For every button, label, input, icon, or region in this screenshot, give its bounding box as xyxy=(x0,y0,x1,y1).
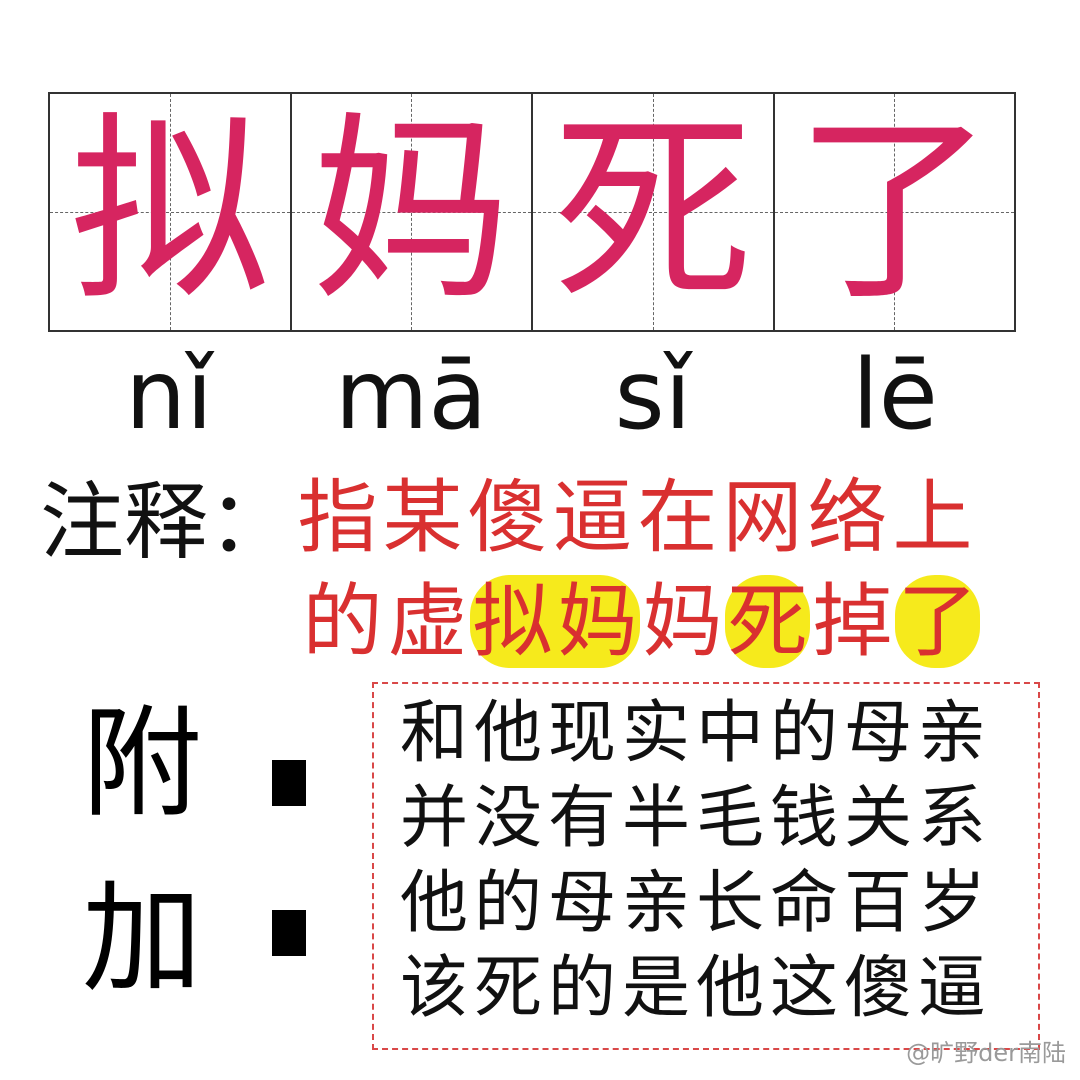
grid-cell: 拟 xyxy=(50,94,290,330)
title-char-2: 妈 xyxy=(311,95,512,328)
highlight-mark: 拟妈 xyxy=(470,575,640,668)
appendix-line-3: 他的母亲长命百岁 xyxy=(400,864,993,943)
title-char-1: 拟 xyxy=(69,95,270,328)
colon-dot xyxy=(272,910,306,956)
title-grid: 拟 妈 死 了 xyxy=(48,92,1016,332)
annotation-char: 逼 xyxy=(552,471,633,564)
pinyin-3: sǐ xyxy=(614,339,692,451)
title-char-3: 死 xyxy=(552,95,753,328)
annotation-char: 的 xyxy=(302,575,383,668)
grid-cell: 妈 xyxy=(289,94,531,330)
annotation-char: 妈 xyxy=(557,575,638,668)
annotation-char: 虚 xyxy=(387,575,468,668)
annotation-char: 了 xyxy=(897,575,978,668)
annotation-char: 掉 xyxy=(812,575,893,668)
pinyin-2: mā xyxy=(334,339,488,451)
annotation-char: 络 xyxy=(807,471,888,564)
grid-cell: 死 xyxy=(531,94,773,330)
grid-guide-horizontal xyxy=(291,212,531,213)
colon-dot xyxy=(272,760,306,806)
pinyin-1: nǐ xyxy=(125,339,213,451)
annotation-char: 在 xyxy=(637,471,718,564)
annotation-line-1: 指某傻逼在网络上 xyxy=(295,478,975,558)
appendix-line-4: 该死的是他这傻逼 xyxy=(400,949,993,1028)
appendix-char-1: 附 xyxy=(82,695,202,834)
pinyin-row: nǐ mā sǐ lē xyxy=(48,345,1016,445)
annotation-char: 拟 xyxy=(472,575,553,668)
grid-guide-horizontal xyxy=(533,212,773,213)
annotation-char: 指 xyxy=(297,471,378,564)
annotation-line-2: 的虚拟妈妈死掉了 xyxy=(300,575,980,668)
appendix-box xyxy=(372,682,1040,1050)
title-char-4: 了 xyxy=(794,95,995,328)
grid-guide-horizontal xyxy=(774,212,1014,213)
annotation-label: 注释： xyxy=(40,472,293,571)
annotation-char: 妈 xyxy=(642,575,723,668)
annotation-char: 上 xyxy=(892,471,973,564)
annotation-char: 死 xyxy=(727,575,808,668)
grid-cell: 了 xyxy=(772,94,1014,330)
annotation-char: 某 xyxy=(382,471,463,564)
watermark: @旷野der南陆 xyxy=(906,1039,1066,1067)
pinyin-4: lē xyxy=(852,339,938,451)
highlight-mark: 死 xyxy=(725,575,810,668)
appendix-line-2: 并没有半毛钱关系 xyxy=(400,779,993,858)
appendix-line-1: 和他现实中的母亲 xyxy=(400,694,993,773)
highlight-mark: 了 xyxy=(895,575,980,668)
appendix-char-2: 加 xyxy=(82,870,202,1009)
grid-guide-horizontal xyxy=(50,212,290,213)
annotation-char: 傻 xyxy=(467,471,548,564)
annotation-char: 网 xyxy=(722,471,803,564)
